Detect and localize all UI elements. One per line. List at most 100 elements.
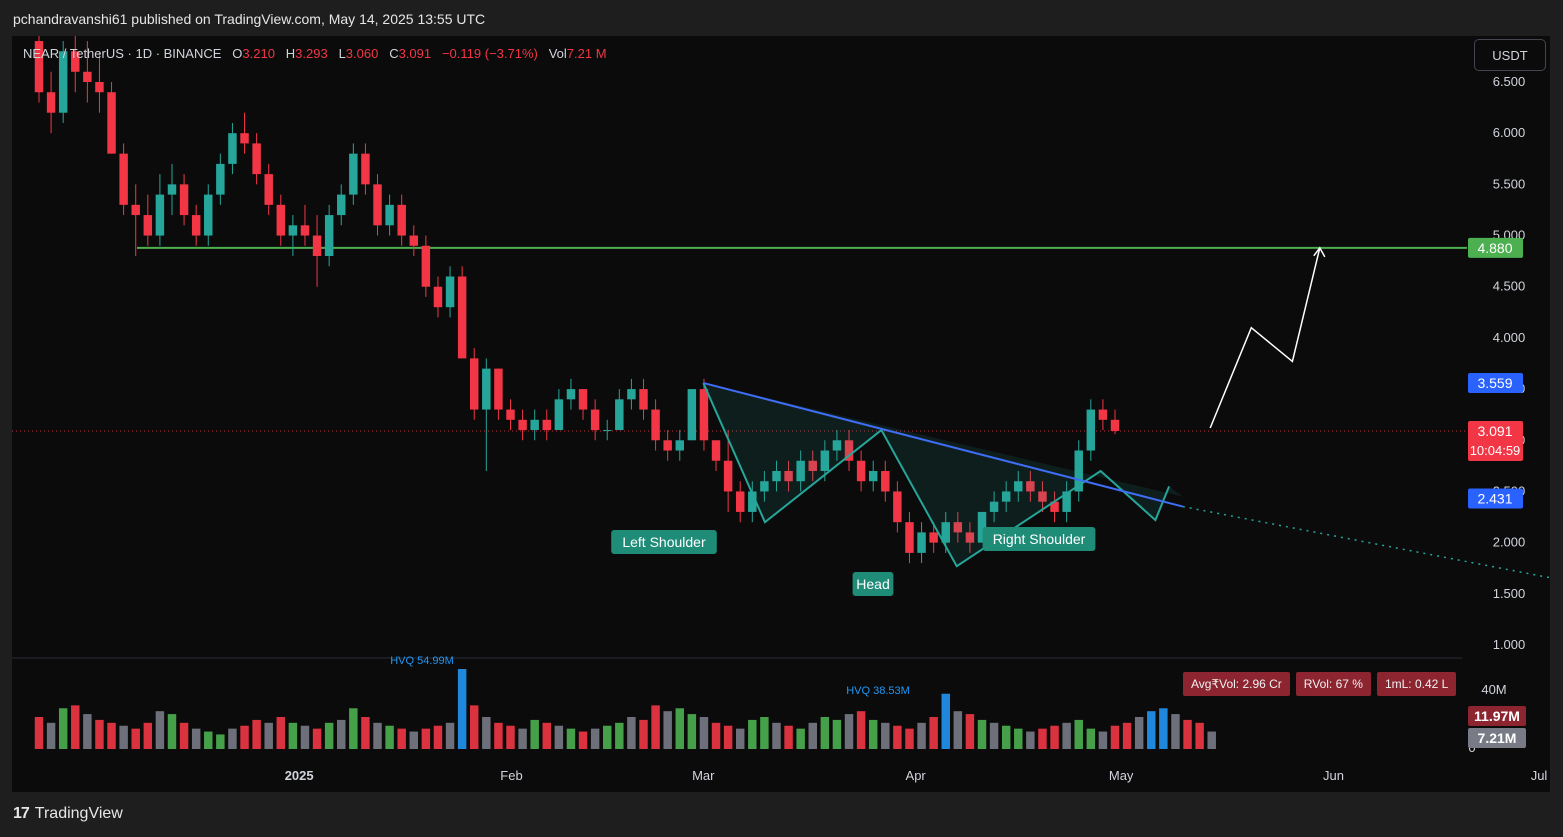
tradingview-logo-icon: 17: [13, 805, 30, 822]
candle-body: [1062, 491, 1071, 512]
volume-bar: [856, 711, 866, 749]
volume-bar: [1207, 731, 1216, 749]
volume-bar: [337, 719, 346, 749]
volume-bar: [723, 725, 733, 749]
volume-bar: [373, 722, 382, 749]
volume-bar: [143, 722, 153, 749]
volume-bar: [191, 728, 201, 749]
pattern-area: [703, 382, 1183, 567]
candle-body: [252, 143, 261, 175]
chart-area[interactable]: 6.5006.0005.5005.0004.5004.0003.5003.000…: [12, 36, 1550, 792]
volume-bar: [953, 711, 963, 749]
volume-bar: [832, 719, 842, 749]
volume-bar: [264, 722, 273, 749]
candle-body: [337, 194, 346, 216]
candle-body: [385, 204, 394, 226]
vol-value: 7.21 M: [566, 46, 607, 61]
candle-body: [1110, 419, 1120, 431]
volume-bar: [784, 725, 793, 749]
change-value: −0.119 (−3.71%): [441, 46, 538, 61]
volume-bar: [252, 719, 261, 749]
candle-body: [58, 51, 68, 113]
volume-bar: [760, 717, 769, 749]
current-price-tag-bg: [1468, 420, 1523, 461]
candle-body: [445, 276, 455, 308]
candle-body: [143, 215, 153, 236]
candle-body: [881, 470, 890, 492]
candle-body: [566, 389, 576, 400]
volume-bar: [1074, 719, 1083, 749]
volume-bar: [482, 717, 491, 749]
candle-body: [324, 215, 334, 257]
symbol-legend: NEAR / TetherUS · 1D · BINANCE O3.210 H3…: [23, 46, 607, 61]
x-axis-tick-label: Jun: [1323, 768, 1344, 783]
volume-bar: [1134, 717, 1144, 749]
volume-bar: [772, 722, 781, 749]
currency-button[interactable]: USDT: [1474, 39, 1546, 71]
candle-body: [1038, 491, 1047, 502]
candle-body: [167, 184, 177, 195]
candle-body: [34, 41, 44, 93]
volume-bar: [1110, 725, 1120, 749]
candle-body: [421, 245, 431, 287]
one-ml-badge: 1mL: 0.42 L: [1376, 672, 1457, 696]
candle-body: [179, 184, 189, 216]
volume-bar: [941, 693, 950, 749]
volume-bar: [711, 722, 721, 749]
y-axis-tick-label: 4.000: [1493, 330, 1526, 345]
low-value: 3.060: [345, 46, 379, 61]
volume-bar: [204, 731, 213, 749]
candle-body: [1026, 481, 1035, 492]
volume-bar: [58, 708, 68, 749]
candle-body: [312, 235, 322, 257]
candle-body: [784, 470, 793, 482]
volume-bar: [699, 717, 709, 749]
volume-bar: [1014, 728, 1023, 749]
candle-body: [530, 419, 539, 431]
volume-bar: [216, 734, 225, 749]
volume-bar: [566, 728, 576, 749]
volume-bar: [1062, 722, 1071, 749]
candle-body: [433, 286, 443, 308]
candle-body: [820, 450, 830, 471]
right-shoulder-label: Right Shoulder: [982, 527, 1096, 551]
candle-body: [1074, 450, 1083, 492]
candle-body: [989, 501, 999, 512]
volume-bar: [34, 717, 44, 749]
volume-bar: [893, 725, 902, 749]
left-shoulder-label-bg: [611, 530, 717, 554]
candle-body: [627, 389, 636, 400]
volume-bar: [868, 719, 878, 749]
candle-body: [675, 440, 684, 451]
candle-body: [457, 276, 467, 359]
candle-body: [639, 389, 648, 410]
upper-price-tag: 3.559: [1477, 375, 1512, 391]
pattern-zigzag: [702, 382, 1171, 568]
candle-body: [1014, 481, 1023, 492]
volume-bar: [977, 719, 987, 749]
price-chart-svg[interactable]: 6.5006.0005.5005.0004.5004.0003.5003.000…: [12, 36, 1550, 792]
volume-tag-2: 7.21M: [1478, 730, 1517, 746]
volume-bar: [131, 728, 140, 749]
candle-body: [893, 491, 902, 523]
volume-bar: [651, 705, 660, 749]
volume-bar: [506, 725, 515, 749]
candle-body: [155, 194, 165, 236]
neckline: [703, 381, 1184, 508]
candle-body: [1086, 409, 1096, 451]
volume-bar: [385, 725, 394, 749]
volume-bar: [240, 725, 249, 749]
candle-body: [107, 92, 116, 154]
volume-bar: [421, 728, 431, 749]
trendline-price-tag-bg: [1468, 488, 1523, 509]
symbol-name[interactable]: NEAR / TetherUS · 1D · BINANCE: [23, 46, 222, 61]
volume-bar: [445, 722, 455, 749]
candle-body: [1001, 491, 1011, 502]
tradingview-logo[interactable]: 17 TradingView: [13, 805, 123, 823]
footer-bar: [0, 792, 1563, 837]
volume-bar: [820, 717, 830, 749]
candle-body: [941, 522, 950, 543]
y-axis-tick-label: 1.500: [1493, 586, 1526, 601]
close-value: 3.091: [398, 46, 432, 61]
candle-body: [554, 399, 564, 431]
